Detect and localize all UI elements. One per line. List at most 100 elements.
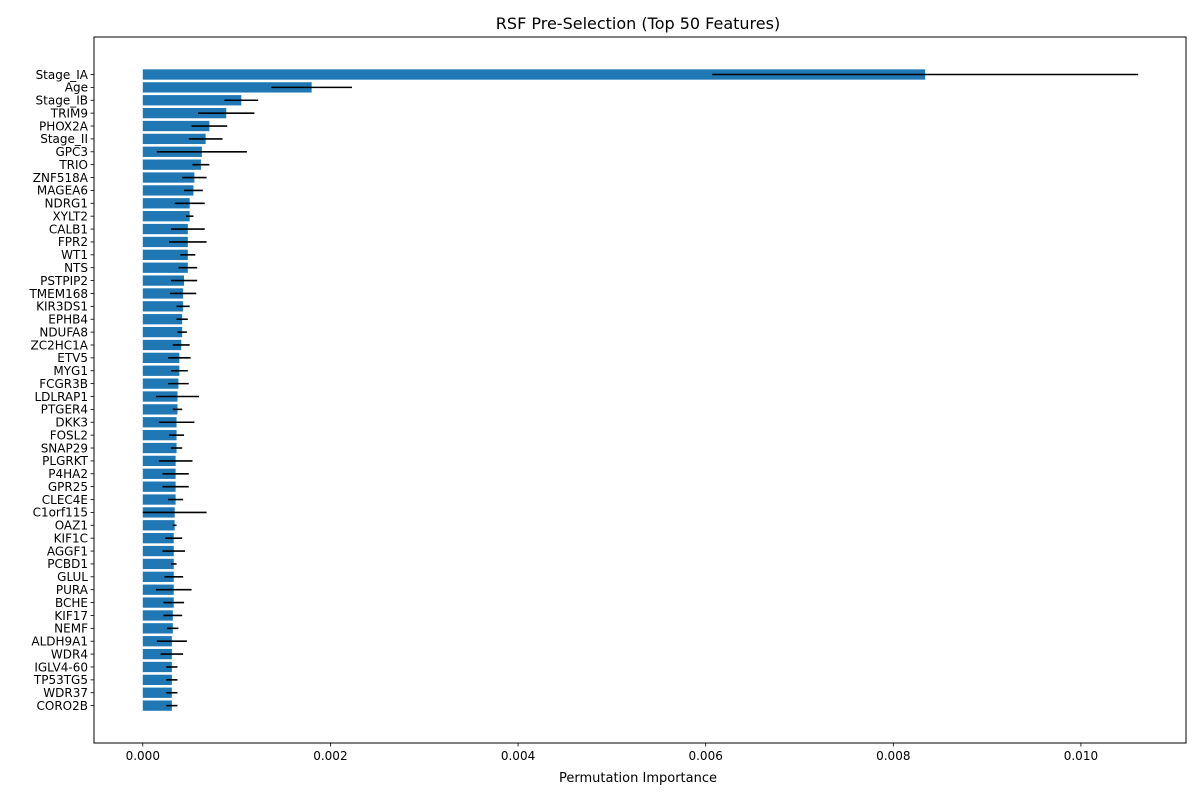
bar-CORO2B [142, 700, 172, 711]
bar-KIR3DS1 [142, 301, 184, 312]
y-tick-label: ZNF518A [33, 171, 89, 185]
bar-PCBD1 [142, 558, 174, 570]
y-tick-label: OAZ1 [55, 519, 88, 533]
y-tick-label: GPC3 [55, 145, 88, 159]
y-tick-label: KIR3DS1 [36, 300, 88, 314]
y-tick-label: FPR2 [58, 235, 88, 249]
bar-FCGR3B [142, 378, 179, 389]
y-tick-label: TRIM9 [50, 106, 88, 120]
x-axis-ticks: 0.000 0.002 0.004 0.006 0.008 0.010 [126, 743, 1098, 763]
y-tick-label: MAGEA6 [37, 184, 88, 198]
y-tick-label: IGLV4-60 [34, 660, 88, 674]
y-tick-label: NDUFA8 [39, 325, 88, 339]
y-tick-label: PHOX2A [39, 119, 89, 133]
bar-Stage_IA [142, 69, 926, 80]
bar-ZNF518A [142, 172, 195, 183]
x-tick-label: 0.008 [876, 749, 910, 763]
bar-NDRG1 [142, 198, 190, 209]
y-tick-label: GPR25 [48, 480, 88, 494]
bar-NDUFA8 [142, 326, 183, 338]
bar-TRIO [142, 159, 201, 170]
bar-XYLT2 [142, 211, 190, 222]
bar-OAZ1 [142, 520, 175, 531]
y-tick-label: GLUL [57, 570, 88, 584]
bar-WT1 [142, 249, 188, 260]
x-tick-label: 0.002 [313, 749, 347, 763]
x-tick-label: 0.006 [688, 749, 722, 763]
bar-KIF17 [142, 610, 173, 621]
bar-IGLV4-60 [142, 661, 172, 673]
bar-TP53TG5 [142, 674, 172, 686]
bar-FOSL2 [142, 429, 177, 441]
bar-AGGF1 [142, 545, 174, 557]
y-tick-label: NEMF [54, 622, 88, 636]
y-tick-label: Stage_IA [36, 68, 89, 82]
bar-FPR2 [142, 236, 188, 248]
bar-PTGER4 [142, 404, 178, 415]
plot-frame [93, 36, 1187, 744]
y-tick-label: Age [65, 81, 88, 95]
y-tick-label: FCGR3B [39, 377, 88, 391]
y-tick-label: PCBD1 [47, 557, 88, 571]
bar-MYG1 [142, 365, 180, 376]
y-tick-label: C1orf115 [33, 506, 88, 520]
y-tick-label: PLGRKT [42, 454, 88, 468]
y-tick-label: Stage_II [40, 132, 88, 146]
bar-CALB1 [142, 223, 188, 235]
y-tick-label: P4HA2 [48, 467, 88, 481]
error-bars-group [142, 73, 1139, 707]
x-tick-label: 0.010 [1064, 749, 1098, 763]
bar-Stage_II [142, 133, 206, 145]
bar-PSTPIP2 [142, 275, 185, 286]
y-tick-label: CLEC4E [42, 493, 88, 507]
y-tick-label: WDR37 [43, 686, 88, 700]
bar-NTS [142, 262, 188, 273]
y-axis-ticks: Stage_IAAgeStage_IBTRIM9PHOX2AStage_IIGP… [28, 68, 94, 713]
y-tick-label: EPHB4 [48, 313, 88, 327]
y-tick-label: KIF17 [54, 609, 88, 623]
bar-SNAP29 [142, 442, 177, 454]
x-axis-label: Permutation Importance [559, 771, 717, 786]
y-tick-label: PTGER4 [41, 403, 88, 417]
bar-GPR25 [142, 481, 176, 492]
y-tick-label: WT1 [61, 248, 88, 262]
y-tick-label: BCHE [55, 596, 88, 610]
chart-title: RSF Pre-Selection (Top 50 Features) [496, 14, 780, 33]
y-tick-label: CALB1 [49, 222, 88, 236]
x-tick-label: 0.000 [126, 749, 160, 763]
bar-CLEC4E [142, 494, 176, 505]
bar-NEMF [142, 623, 173, 634]
y-tick-label: WDR4 [51, 647, 88, 661]
x-tick-label: 0.004 [501, 749, 535, 763]
bar-TMEM168 [142, 288, 184, 299]
bar-TRIM9 [142, 107, 227, 119]
bar-KIF1C [142, 533, 174, 544]
bar-WDR37 [142, 687, 172, 698]
y-tick-label: CORO2B [37, 699, 88, 713]
y-tick-label: TRIO [58, 158, 88, 172]
y-tick-label: TMEM168 [28, 287, 88, 301]
y-tick-label: PURA [56, 583, 89, 597]
y-tick-label: NDRG1 [45, 197, 89, 211]
bar-Age [142, 82, 312, 93]
bar-BCHE [142, 597, 174, 608]
y-tick-label: FOSL2 [50, 428, 88, 442]
bar-ETV5 [142, 352, 180, 364]
y-tick-label: NTS [64, 261, 88, 275]
y-tick-label: Stage_IB [36, 94, 88, 108]
bar-ZC2HC1A [142, 339, 182, 351]
y-tick-label: ETV5 [57, 351, 88, 365]
y-tick-label: KIF1C [54, 531, 88, 545]
y-tick-label: SNAP29 [41, 441, 88, 455]
bar-GLUL [142, 571, 174, 582]
bar-Stage_IB [142, 95, 242, 106]
y-tick-label: MYG1 [53, 364, 88, 378]
bar-PHOX2A [142, 120, 210, 132]
bar-EPHB4 [142, 314, 183, 325]
y-tick-label: LDLRAP1 [34, 390, 88, 404]
bar-WDR4 [142, 648, 172, 660]
bar-P4HA2 [142, 468, 176, 479]
y-tick-label: AGGF1 [47, 544, 88, 558]
